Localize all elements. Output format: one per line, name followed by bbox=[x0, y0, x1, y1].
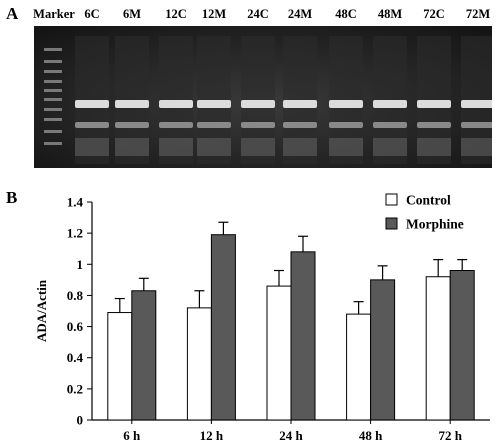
x-tick-label-2: 24 h bbox=[279, 428, 303, 443]
lower-band-4 bbox=[197, 122, 231, 128]
diffuse-band-10 bbox=[461, 138, 492, 156]
lower-band-5 bbox=[241, 122, 275, 128]
ada-band-4 bbox=[197, 100, 231, 108]
y-tick-label-4: 0.8 bbox=[67, 288, 84, 303]
y-tick-label-0: 0 bbox=[77, 413, 84, 428]
bar-control-4 bbox=[425, 276, 451, 421]
y-tick-label-2: 0.4 bbox=[67, 350, 84, 365]
ada-band-5 bbox=[241, 100, 275, 108]
ada-band-10 bbox=[461, 100, 492, 108]
y-tick-label-3: 0.6 bbox=[67, 319, 84, 334]
marker-band-6 bbox=[44, 108, 62, 111]
diffuse-band-1 bbox=[75, 138, 109, 156]
legend-label-1: Morphine bbox=[406, 217, 464, 232]
x-tick-label-1: 12 h bbox=[200, 428, 224, 443]
lane-label-4: 12M bbox=[201, 7, 227, 21]
marker-band-4 bbox=[44, 89, 62, 92]
ada-band-8 bbox=[373, 100, 407, 108]
bar-morphine-1 bbox=[210, 234, 236, 421]
diffuse-band-8 bbox=[373, 138, 407, 156]
diffuse-band-7 bbox=[329, 138, 363, 156]
bar-control-1 bbox=[186, 307, 212, 421]
marker-band-2 bbox=[44, 70, 62, 73]
lower-band-9 bbox=[417, 122, 451, 128]
lane-label-1: 6C bbox=[84, 7, 100, 21]
legend-swatch-0 bbox=[385, 193, 398, 206]
marker-band-1 bbox=[44, 60, 62, 63]
lane-label-7: 48C bbox=[335, 7, 357, 21]
marker-band-0 bbox=[44, 48, 62, 51]
legend-swatch-1 bbox=[385, 217, 398, 230]
panel-b-label: B bbox=[6, 188, 18, 207]
bar-chart: 0 0.2 0.4 0.6 0.8 1 1.2 1.4 ADA/Actin 6 h 12 h 24 h… bbox=[34, 193, 490, 443]
x-tick-label-0: 6 h bbox=[123, 428, 141, 443]
lane-label-2: 6M bbox=[122, 7, 142, 21]
x-tick-label-3: 48 h bbox=[359, 428, 383, 443]
diffuse-band-9 bbox=[417, 138, 451, 156]
y-tick-label-6: 1.2 bbox=[67, 226, 83, 241]
lower-band-8 bbox=[373, 122, 407, 128]
lane-label-10: 72M bbox=[465, 7, 491, 21]
diffuse-band-2 bbox=[115, 138, 149, 156]
lane-label-0: Marker bbox=[33, 7, 75, 21]
bar-morphine-4 bbox=[449, 270, 475, 421]
y-tick-label-5: 1 bbox=[77, 257, 84, 272]
lane-label-9: 72C bbox=[423, 7, 445, 21]
legend-label-0: Control bbox=[406, 193, 451, 208]
marker-band-3 bbox=[44, 80, 62, 83]
lane-label-8: 48M bbox=[377, 7, 403, 21]
marker-band-5 bbox=[44, 98, 62, 101]
bar-control-2 bbox=[266, 285, 292, 421]
marker-band-8 bbox=[44, 130, 62, 133]
ada-band-2 bbox=[115, 100, 149, 108]
ada-band-1 bbox=[75, 100, 109, 108]
bar-control-3 bbox=[346, 313, 372, 421]
lane-label-3: 12C bbox=[165, 7, 187, 21]
lower-band-10 bbox=[461, 122, 492, 128]
y-tick-label-7: 1.4 bbox=[67, 195, 84, 210]
marker-band-9 bbox=[44, 142, 62, 145]
bar-morphine-3 bbox=[370, 279, 396, 421]
diffuse-band-6 bbox=[283, 138, 317, 156]
ada-band-3 bbox=[159, 100, 193, 108]
lane-label-5: 24C bbox=[247, 7, 269, 21]
y-tick-label-1: 0.2 bbox=[67, 381, 83, 396]
gel-image bbox=[34, 26, 492, 168]
diffuse-band-5 bbox=[241, 138, 275, 156]
lower-band-3 bbox=[159, 122, 193, 128]
y-axis-label: ADA/Actin bbox=[34, 279, 49, 342]
bar-control-0 bbox=[107, 312, 133, 421]
bar-morphine-0 bbox=[131, 290, 157, 421]
diffuse-band-4 bbox=[197, 138, 231, 156]
ada-band-9 bbox=[417, 100, 451, 108]
ada-band-7 bbox=[329, 100, 363, 108]
lane-label-6: 24M bbox=[287, 7, 313, 21]
bar-morphine-2 bbox=[290, 251, 316, 421]
diffuse-band-3 bbox=[159, 138, 193, 156]
lower-band-7 bbox=[329, 122, 363, 128]
x-tick-label-4: 72 h bbox=[438, 428, 462, 443]
lower-band-1 bbox=[75, 122, 109, 128]
lower-band-6 bbox=[283, 122, 317, 128]
panel-a-label: A bbox=[6, 4, 19, 23]
marker-band-7 bbox=[44, 118, 62, 121]
lower-band-2 bbox=[115, 122, 149, 128]
ada-band-6 bbox=[283, 100, 317, 108]
